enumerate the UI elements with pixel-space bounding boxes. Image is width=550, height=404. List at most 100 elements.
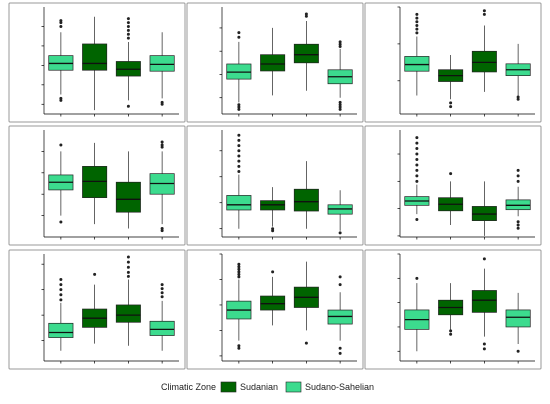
box-peni <box>293 261 319 345</box>
box-peni <box>115 255 141 346</box>
chart-panel-6 <box>364 125 542 246</box>
outlier-point <box>59 293 63 297</box>
outlier-point <box>415 276 419 280</box>
outlier-point <box>415 179 419 183</box>
outlier-point <box>93 272 97 276</box>
box-tiakane <box>505 43 531 101</box>
box-iqr <box>149 55 175 72</box>
outlier-point <box>338 40 342 44</box>
box-iqr <box>260 54 286 72</box>
outlier-point <box>126 32 130 36</box>
outlier-point <box>482 342 486 346</box>
box-onodara <box>82 16 108 111</box>
box-iqr <box>293 43 319 64</box>
box-bissiga <box>48 143 74 224</box>
outlier-point <box>126 36 130 40</box>
outlier-point <box>338 42 342 46</box>
outlier-point <box>304 12 308 16</box>
chart-panel-9 <box>364 249 542 370</box>
outlier-point <box>516 168 520 172</box>
outlier-point <box>59 277 63 281</box>
outlier-point <box>237 103 241 107</box>
box-tiakane <box>149 32 175 106</box>
box-peni <box>471 257 497 351</box>
box-peni <box>293 161 319 229</box>
outlier-point <box>338 100 342 104</box>
box-iqr <box>48 322 74 338</box>
outlier-point <box>415 174 419 178</box>
box-bissiga <box>48 277 74 351</box>
outlier-point <box>516 95 520 99</box>
outlier-point <box>482 347 486 351</box>
box-tiakane <box>505 292 531 353</box>
box-bissiga <box>226 262 252 350</box>
legend-label-sudano-sahelian: Sudano-Sahelian <box>305 382 374 392</box>
box-peni <box>293 12 319 91</box>
box-tiakane <box>149 140 175 233</box>
box-iqr <box>293 188 319 212</box>
outlier-point <box>237 262 241 266</box>
box-onodara <box>82 142 108 225</box>
outlier-point <box>338 283 342 287</box>
outlier-point <box>160 291 164 295</box>
box-peni <box>115 151 141 229</box>
box-iqr <box>471 290 497 313</box>
outlier-point <box>59 298 63 302</box>
outlier-point <box>237 149 241 153</box>
box-iqr <box>404 56 430 72</box>
outlier-point <box>237 144 241 148</box>
outlier-point <box>237 35 241 39</box>
outlier-point <box>237 107 241 111</box>
outlier-point <box>126 28 130 32</box>
outlier-point <box>126 255 130 259</box>
outlier-point <box>237 265 241 269</box>
box-tiakane <box>149 283 175 351</box>
outlier-point <box>59 19 63 23</box>
outlier-point <box>415 218 419 222</box>
outlier-point <box>304 14 308 18</box>
outlier-point <box>449 172 453 176</box>
outlier-point <box>160 229 164 233</box>
box-onodara <box>438 283 464 336</box>
box-iqr <box>149 320 175 336</box>
box-bissiga <box>404 136 430 222</box>
panel-border <box>186 2 364 123</box>
outlier-point <box>59 220 63 224</box>
outlier-point <box>126 21 130 25</box>
outlier-point <box>160 140 164 144</box>
outlier-point <box>237 138 241 142</box>
outlier-point <box>338 275 342 279</box>
outlier-point <box>449 105 453 109</box>
outlier-point <box>415 147 419 151</box>
outlier-point <box>237 133 241 137</box>
chart-panel-7 <box>8 249 186 370</box>
outlier-point <box>415 31 419 35</box>
legend: Climatic Zone Sudanian Sudano-Sahelian <box>161 381 374 393</box>
outlier-point <box>415 27 419 31</box>
outlier-point <box>415 157 419 161</box>
box-bissiga <box>226 133 252 229</box>
legend-swatch-sudanian <box>220 381 237 393</box>
outlier-point <box>160 145 164 149</box>
box-bissiga <box>48 19 74 102</box>
panel-border <box>8 125 186 246</box>
outlier-point <box>482 9 486 13</box>
outlier-point <box>126 104 130 108</box>
outlier-point <box>126 260 130 264</box>
box-iqr <box>115 304 141 323</box>
outlier-point <box>126 265 130 269</box>
panel-border <box>8 249 186 370</box>
outlier-point <box>160 295 164 299</box>
outlier-point <box>415 23 419 27</box>
panel-border <box>364 249 542 370</box>
outlier-point <box>126 274 130 278</box>
outlier-point <box>59 24 63 28</box>
outlier-point <box>516 97 520 101</box>
box-peni <box>115 17 141 108</box>
box-onodara <box>438 172 464 225</box>
box-peni <box>471 9 497 92</box>
box-iqr <box>82 43 108 71</box>
chart-panel-2 <box>186 2 364 123</box>
outlier-point <box>126 270 130 274</box>
outlier-point <box>415 163 419 167</box>
